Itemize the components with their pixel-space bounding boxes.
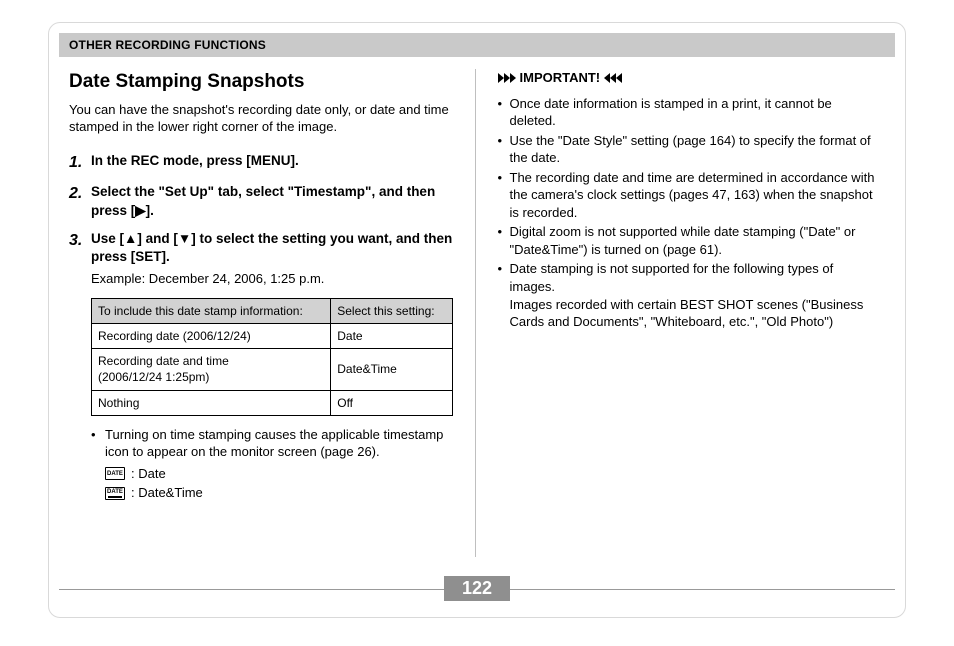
table-cell: Off bbox=[331, 390, 452, 415]
important-header: IMPORTANT! bbox=[498, 69, 882, 87]
step-text: In the REC mode, press [MENU]. bbox=[91, 152, 453, 170]
note-bullet: Turning on time stamping causes the appl… bbox=[91, 426, 453, 461]
steps-list: 1. In the REC mode, press [MENU]. 2. Sel… bbox=[69, 152, 453, 288]
table-row: Recording date and time (2006/12/24 1:25… bbox=[92, 349, 453, 390]
table-header-cell: Select this setting: bbox=[331, 298, 452, 323]
page-number: 122 bbox=[444, 576, 510, 601]
step-text: Use [▲] and [▼] to select the setting yo… bbox=[91, 230, 453, 266]
step-example: Example: December 24, 2006, 1:25 p.m. bbox=[91, 270, 453, 288]
important-text: Use the "Date Style" setting (page 164) … bbox=[510, 132, 882, 167]
note-bullets: Turning on time stamping causes the appl… bbox=[91, 426, 453, 461]
important-subtext: Images recorded with certain BEST SHOT s… bbox=[510, 296, 882, 331]
icon-caption: : Date bbox=[131, 465, 166, 483]
important-label: IMPORTANT! bbox=[520, 69, 601, 87]
important-item: •Once date information is stamped in a p… bbox=[498, 95, 882, 130]
datetime-stamp-icon: DATE bbox=[105, 487, 125, 500]
important-list: •Once date information is stamped in a p… bbox=[498, 95, 882, 331]
triangles-right-icon bbox=[498, 73, 516, 83]
table-row: Recording date (2006/12/24) Date bbox=[92, 323, 453, 348]
date-stamp-icon: DATE bbox=[105, 467, 125, 480]
page-footer: 122 bbox=[59, 576, 895, 601]
table-header-cell: To include this date stamp information: bbox=[92, 298, 331, 323]
important-text: Once date information is stamped in a pr… bbox=[510, 95, 882, 130]
right-column: IMPORTANT! •Once date information is sta… bbox=[475, 69, 896, 557]
step-number: 3. bbox=[69, 230, 91, 288]
step-3: 3. Use [▲] and [▼] to select the setting… bbox=[69, 230, 453, 288]
table-row: Nothing Off bbox=[92, 390, 453, 415]
important-text: The recording date and time are determin… bbox=[510, 169, 882, 222]
left-column: Date Stamping Snapshots You can have the… bbox=[59, 69, 475, 557]
section-header-title: OTHER RECORDING FUNCTIONS bbox=[69, 38, 266, 52]
two-column-layout: Date Stamping Snapshots You can have the… bbox=[59, 69, 895, 557]
important-text: Digital zoom is not supported while date… bbox=[510, 223, 882, 258]
step-2: 2. Select the "Set Up" tab, select "Time… bbox=[69, 183, 453, 219]
important-item: •Digital zoom is not supported while dat… bbox=[498, 223, 882, 258]
table-cell: Date bbox=[331, 323, 452, 348]
step-number: 1. bbox=[69, 152, 91, 174]
step-1: 1. In the REC mode, press [MENU]. bbox=[69, 152, 453, 174]
settings-table: To include this date stamp information: … bbox=[91, 298, 453, 416]
step-number: 2. bbox=[69, 183, 91, 219]
important-item: •The recording date and time are determi… bbox=[498, 169, 882, 222]
table-cell: Nothing bbox=[92, 390, 331, 415]
intro-paragraph: You can have the snapshot's recording da… bbox=[69, 101, 453, 136]
triangles-left-icon bbox=[604, 73, 622, 83]
important-text: Date stamping is not supported for the f… bbox=[510, 260, 882, 330]
section-header-band: OTHER RECORDING FUNCTIONS bbox=[59, 33, 895, 57]
icon-legend-date: DATE : Date bbox=[105, 465, 453, 483]
table-header-row: To include this date stamp information: … bbox=[92, 298, 453, 323]
table-cell: Recording date (2006/12/24) bbox=[92, 323, 331, 348]
manual-page: OTHER RECORDING FUNCTIONS Date Stamping … bbox=[48, 22, 906, 618]
page-title: Date Stamping Snapshots bbox=[69, 69, 453, 95]
icon-legend-datetime: DATE : Date&Time bbox=[105, 484, 453, 502]
step-text: Select the "Set Up" tab, select "Timesta… bbox=[91, 183, 453, 219]
icon-caption: : Date&Time bbox=[131, 484, 203, 502]
important-item: •Date stamping is not supported for the … bbox=[498, 260, 882, 330]
table-cell: Recording date and time (2006/12/24 1:25… bbox=[92, 349, 331, 390]
important-item: •Use the "Date Style" setting (page 164)… bbox=[498, 132, 882, 167]
icon-legend: DATE : Date DATE : Date&Time bbox=[105, 465, 453, 502]
table-cell: Date&Time bbox=[331, 349, 452, 390]
note-text: Turning on time stamping causes the appl… bbox=[105, 426, 453, 461]
